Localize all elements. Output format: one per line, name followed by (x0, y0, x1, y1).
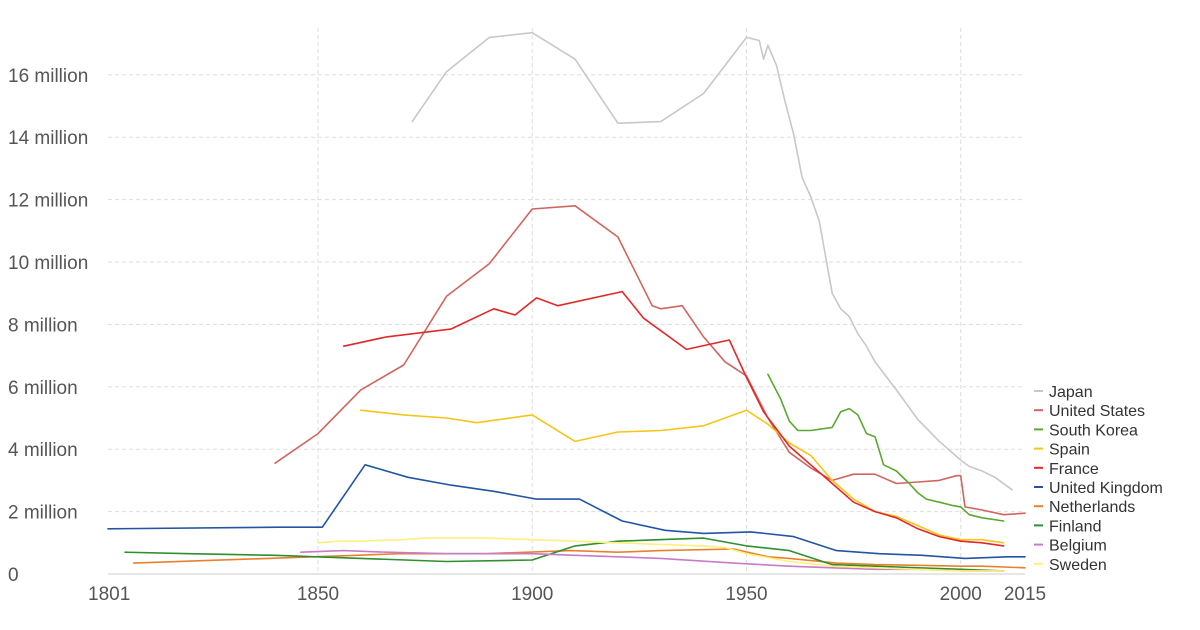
y-tick-label: 2 million (8, 503, 78, 524)
series-line-united-states (274, 205, 1026, 516)
legend-label: Finland (1049, 518, 1101, 535)
x-tick-label: 2015 (1004, 584, 1046, 605)
legend-label: Spain (1049, 442, 1090, 459)
gridlines (108, 28, 1025, 574)
legend-label: Netherlands (1049, 499, 1135, 516)
legend-label: South Korea (1049, 422, 1138, 439)
y-tick-label: 10 million (8, 253, 88, 274)
y-tick-label: 8 million (8, 315, 78, 336)
series-line-netherlands (132, 548, 1026, 569)
y-tick-label: 0 (8, 565, 19, 586)
x-tick-label: 1801 (88, 584, 130, 605)
series-line-japan (411, 31, 1013, 491)
y-tick-label: 6 million (8, 378, 78, 399)
series-line-spain (360, 409, 1005, 544)
series-line-sweden (317, 537, 1005, 572)
series-line-france (342, 290, 1005, 547)
y-tick-label: 16 million (8, 66, 88, 87)
y-axis: 0 2 million 4 million 6 million 8 million 10 … (8, 66, 88, 586)
x-tick-label: 1850 (297, 584, 339, 605)
legend-label: France (1049, 461, 1099, 478)
x-tick-label: 2000 (940, 584, 982, 605)
series-lines (107, 31, 1026, 572)
series-line-united-kingdom (107, 464, 1026, 560)
x-tick-label: 1950 (725, 584, 767, 605)
y-tick-label: 12 million (8, 191, 88, 212)
legend-label: Belgium (1049, 538, 1107, 555)
x-tick-label: 1900 (511, 584, 553, 605)
legend-label: United Kingdom (1049, 480, 1163, 497)
legend-label: Japan (1049, 384, 1093, 401)
y-tick-label: 4 million (8, 440, 78, 461)
y-tick-label: 14 million (8, 128, 88, 149)
series-line-finland (124, 537, 1005, 572)
series-line-south-korea (767, 373, 1005, 522)
x-axis: 1801 1850 1900 1950 2000 2015 (88, 584, 1046, 605)
legend-label: Sweden (1049, 557, 1107, 574)
legend: Japan United States South Korea Spain France… (1034, 384, 1163, 574)
legend-label: United States (1049, 403, 1145, 420)
